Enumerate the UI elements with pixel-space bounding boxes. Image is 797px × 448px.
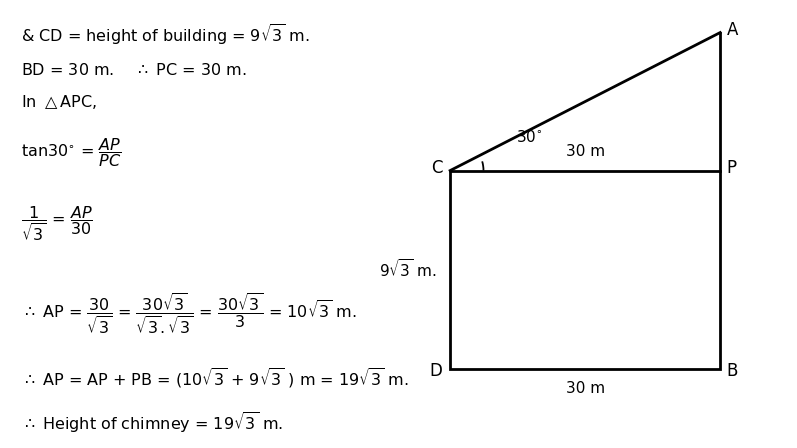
Text: C: C [430,159,442,177]
Text: tan30$^{\circ}$ = $\dfrac{AP}{PC}$: tan30$^{\circ}$ = $\dfrac{AP}{PC}$ [22,136,122,169]
Text: 9$\sqrt{3}$ m.: 9$\sqrt{3}$ m. [379,258,437,280]
Text: & CD = height of building = 9$\sqrt{3}$ m.: & CD = height of building = 9$\sqrt{3}$ … [22,22,310,47]
Text: $\therefore$ AP = $\dfrac{30}{\sqrt{3}}$ = $\dfrac{30\sqrt{3}}{\sqrt{3}.\sqrt{3}: $\therefore$ AP = $\dfrac{30}{\sqrt{3}}$… [22,291,357,336]
Text: In $\triangle$APC,: In $\triangle$APC, [22,93,97,111]
Text: 30$^{\circ}$: 30$^{\circ}$ [516,129,543,145]
Text: BD = 30 m.    $\therefore$ PC = 30 m.: BD = 30 m. $\therefore$ PC = 30 m. [22,62,247,78]
Text: B: B [727,362,738,380]
Text: $\therefore$ Height of chimney = 19$\sqrt{3}$ m.: $\therefore$ Height of chimney = 19$\sqr… [22,409,283,435]
Text: 30 m: 30 m [566,381,605,396]
Text: D: D [430,362,442,380]
Text: $\dfrac{1}{\sqrt{3}}$ = $\dfrac{AP}{30}$: $\dfrac{1}{\sqrt{3}}$ = $\dfrac{AP}{30}$ [22,204,93,244]
Text: $\therefore$ AP = AP + PB = (10$\sqrt{3}$ + 9$\sqrt{3}$ ) m = 19$\sqrt{3}$ m.: $\therefore$ AP = AP + PB = (10$\sqrt{3}… [22,366,409,390]
Bar [450,171,720,369]
Text: A: A [727,22,738,39]
Text: 30 m: 30 m [566,144,605,159]
Text: P: P [727,159,736,177]
